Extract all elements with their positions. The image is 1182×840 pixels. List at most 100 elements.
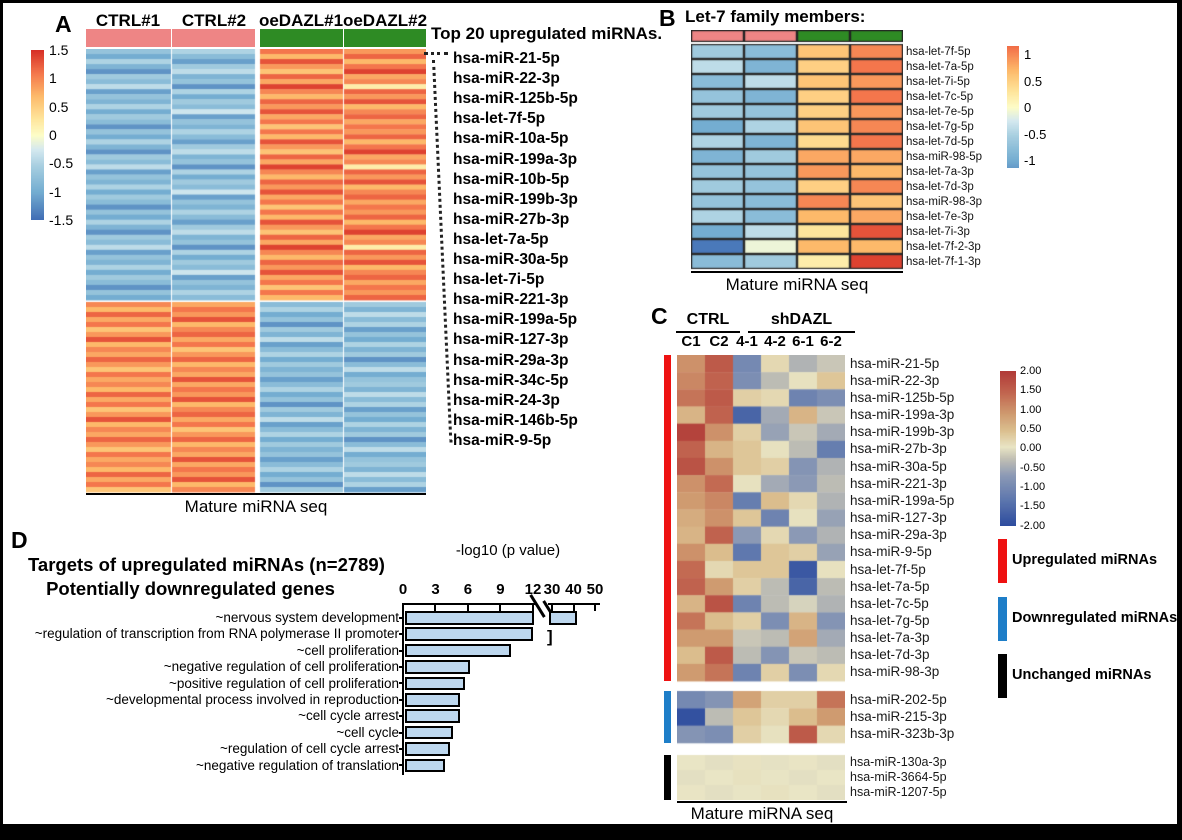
row-group-bar bbox=[664, 755, 671, 800]
panel-d-tick-label: 3 bbox=[431, 581, 440, 598]
category-tick-mark bbox=[399, 731, 404, 734]
mirna-label: hsa-miR-1207-5p bbox=[850, 784, 947, 799]
mirna-label: hsa-miR-10b-5p bbox=[453, 170, 570, 188]
mirna-label: hsa-let-7f-5p bbox=[453, 110, 546, 128]
mirna-label: hsa-miR-10a-5p bbox=[453, 130, 569, 148]
colorbar-c-tick: -1.00 bbox=[1020, 481, 1046, 494]
mirna-label: hsa-let-7i-5p bbox=[453, 271, 545, 289]
category-tick-mark bbox=[399, 616, 404, 619]
category-tick-mark bbox=[399, 649, 404, 652]
bar-category-label: ~cell cycle arrest bbox=[298, 708, 399, 724]
colorbar-c-tick: 1.00 bbox=[1020, 403, 1042, 416]
panel-a-group-strip bbox=[260, 29, 343, 47]
panel-a-group-strip bbox=[172, 29, 255, 47]
bar bbox=[405, 758, 446, 773]
mirna-label: hsa-miR-127-3p bbox=[850, 510, 947, 526]
mirna-label: hsa-let-7f-5p bbox=[906, 45, 971, 58]
category-tick-mark bbox=[399, 715, 404, 718]
panel-d-letter: D bbox=[11, 527, 28, 553]
colorbar-a-tick: 1.5 bbox=[49, 42, 69, 58]
colorbar-b-tick: -0.5 bbox=[1024, 126, 1047, 142]
mirna-label: hsa-miR-323b-3p bbox=[850, 726, 955, 742]
category-tick-mark bbox=[399, 764, 404, 767]
mirna-label: hsa-let-7f-1-3p bbox=[906, 255, 981, 268]
panel-a-column-label: oeDAZL#2 bbox=[342, 11, 428, 30]
panel-a-column-label: oeDAZL#1 bbox=[258, 11, 344, 30]
bar-category-label: ~cell cycle bbox=[336, 724, 399, 740]
colorbar-c-tick: 2.00 bbox=[1020, 365, 1042, 377]
legend-unchanged-swatch bbox=[998, 654, 1007, 698]
bar bbox=[405, 643, 512, 658]
mirna-label: hsa-miR-199a-5p bbox=[453, 311, 578, 329]
mirna-label: hsa-let-7i-3p bbox=[906, 225, 970, 238]
panel-d-tick-label: 0 bbox=[398, 581, 408, 598]
mirna-label: hsa-miR-221-3p bbox=[453, 291, 569, 309]
panel-a-dotted-connector bbox=[432, 59, 453, 443]
panel-c-column-label: 6-1 bbox=[792, 333, 814, 350]
panel-d-tick-label: 12 bbox=[524, 581, 542, 598]
heatmap-b-canvas bbox=[691, 30, 903, 270]
mirna-label: hsa-miR-127-3p bbox=[453, 331, 569, 349]
bar-segment-after-break bbox=[549, 611, 577, 625]
mirna-label: hsa-let-7g-5p bbox=[906, 120, 974, 133]
category-tick-mark bbox=[399, 633, 404, 636]
panel-a-letter: A bbox=[55, 11, 72, 37]
panel-d-tick-mark bbox=[551, 604, 553, 611]
panel-a-group-strip bbox=[344, 29, 426, 47]
bar-category-label: ~cell proliferation bbox=[296, 642, 399, 658]
legend-downregulated-label: Downregulated miRNAs bbox=[1012, 610, 1178, 626]
panel-d-axis-segment-1 bbox=[403, 603, 536, 605]
mirna-label: hsa-miR-30a-5p bbox=[453, 251, 569, 268]
panel-d-axis-label: -log10 (p value) bbox=[455, 542, 561, 559]
mirna-label: hsa-miR-98-3p bbox=[906, 195, 983, 208]
row-group-bar bbox=[664, 691, 671, 743]
panel-c-column-label: C1 bbox=[681, 333, 701, 350]
mirna-label: hsa-miR-21-5p bbox=[453, 50, 560, 67]
bar bbox=[405, 676, 465, 691]
mirna-label: hsa-miR-24-3p bbox=[453, 391, 560, 409]
colorbar-c-tick: -1.50 bbox=[1020, 500, 1046, 513]
mirna-label: hsa-let-7c-5p bbox=[906, 90, 974, 103]
bar-category-label: ~developmental process involved in repro… bbox=[105, 692, 399, 707]
panel-c-column-label: 4-1 bbox=[736, 333, 758, 350]
mirna-label: hsa-let-7f-2-3p bbox=[906, 240, 981, 253]
colorbar-c-tick: -2.00 bbox=[1020, 519, 1046, 532]
colorbar-b-tick: -1 bbox=[1024, 153, 1036, 168]
mirna-label: hsa-miR-199a-3p bbox=[453, 150, 578, 168]
mirna-label: hsa-miR-27b-3p bbox=[850, 441, 947, 457]
bar-category-label: ~positive regulation of cell proliferati… bbox=[168, 675, 399, 691]
panel-c-letter: C bbox=[651, 303, 668, 329]
colorbar-b-tick: 0.5 bbox=[1024, 73, 1043, 89]
panel-b-caption: Mature miRNA seq bbox=[725, 275, 869, 294]
bar-category-label: ~regulation of transcription from RNA po… bbox=[34, 626, 399, 642]
colorbar-a-tick: -1.5 bbox=[49, 212, 74, 228]
panel-a-column-label: CTRL#1 bbox=[95, 11, 161, 30]
panel-a-list-title: Top 20 upregulated miRNAs. bbox=[431, 24, 663, 43]
mirna-label: hsa-let-7d-3p bbox=[850, 647, 930, 663]
panel-c-group-shdazl: shDAZL bbox=[748, 311, 855, 333]
legend-downregulated-swatch bbox=[998, 597, 1007, 641]
panel-d-break-bracket: ] bbox=[547, 627, 553, 646]
panel-d-tick-mark bbox=[531, 604, 534, 611]
heatmap-a-canvas bbox=[86, 49, 426, 493]
mirna-label: hsa-miR-9-5p bbox=[850, 544, 932, 560]
bar bbox=[405, 742, 450, 756]
panel-c-caption: Mature miRNA seq bbox=[690, 804, 834, 823]
bar bbox=[405, 693, 461, 707]
mirna-label: hsa-miR-3664-5p bbox=[850, 769, 947, 784]
panel-a-group-strip bbox=[86, 29, 171, 47]
bar-category-label: ~negative regulation of translation bbox=[195, 757, 399, 773]
mirna-label: hsa-let-7e-5p bbox=[906, 105, 974, 118]
bar-category-label: ~regulation of cell cycle arrest bbox=[220, 741, 399, 757]
mirna-label: hsa-miR-221-3p bbox=[850, 475, 947, 491]
bar-category-label: ~negative regulation of cell proliferati… bbox=[163, 659, 399, 675]
mirna-label: hsa-let-7f-5p bbox=[850, 561, 926, 577]
category-tick-mark bbox=[399, 665, 404, 668]
panel-d-tick-label: 30 bbox=[543, 581, 561, 598]
colorbar-c-tick: 0.50 bbox=[1020, 423, 1042, 436]
mirna-label: hsa-miR-21-5p bbox=[850, 355, 940, 371]
panel-c-column-label: 4-2 bbox=[764, 333, 786, 350]
mirna-label: hsa-miR-29a-3p bbox=[850, 527, 947, 543]
colorbar-a-tick: -0.5 bbox=[49, 155, 74, 172]
